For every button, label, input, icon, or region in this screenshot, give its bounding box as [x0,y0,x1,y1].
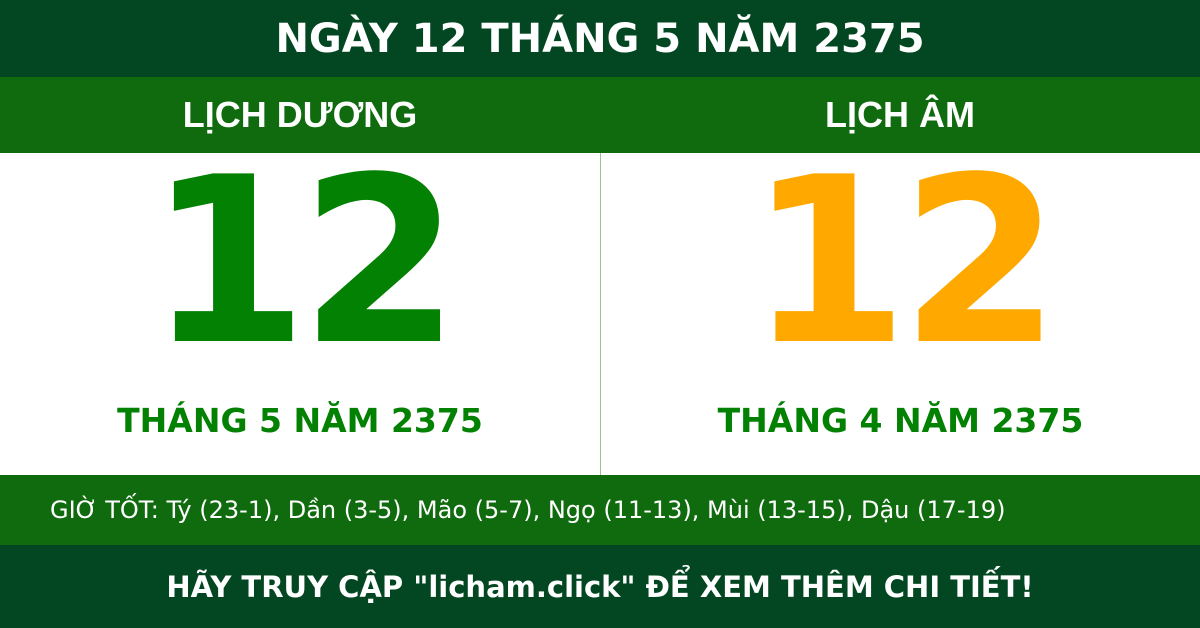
lunar-day: 12 [748,129,1060,396]
footer-cta: HÃY TRUY CẬP "licham.click" ĐỂ XEM THÊM … [0,545,1200,628]
lunar-month-year: THÁNG 4 NĂM 2375 [717,401,1084,440]
solar-day: 12 [147,129,460,396]
lunar-panel: 12 THÁNG 4 NĂM 2375 [600,148,1200,475]
solar-panel: 12 THÁNG 5 NĂM 2375 [0,148,600,475]
lunar-heading: LỊCH ÂM [825,94,975,135]
calendar-headings: LỊCH DƯƠNG LỊCH ÂM [0,77,1200,153]
solar-month-year: THÁNG 5 NĂM 2375 [117,401,483,440]
solar-heading: LỊCH DƯƠNG [182,94,418,135]
page-title: NGÀY 12 THÁNG 5 NĂM 2375 [0,0,1200,77]
good-hours: GIỜ TỐT: Tý (23-1), Dần (3-5), Mão (5-7)… [0,475,1200,545]
